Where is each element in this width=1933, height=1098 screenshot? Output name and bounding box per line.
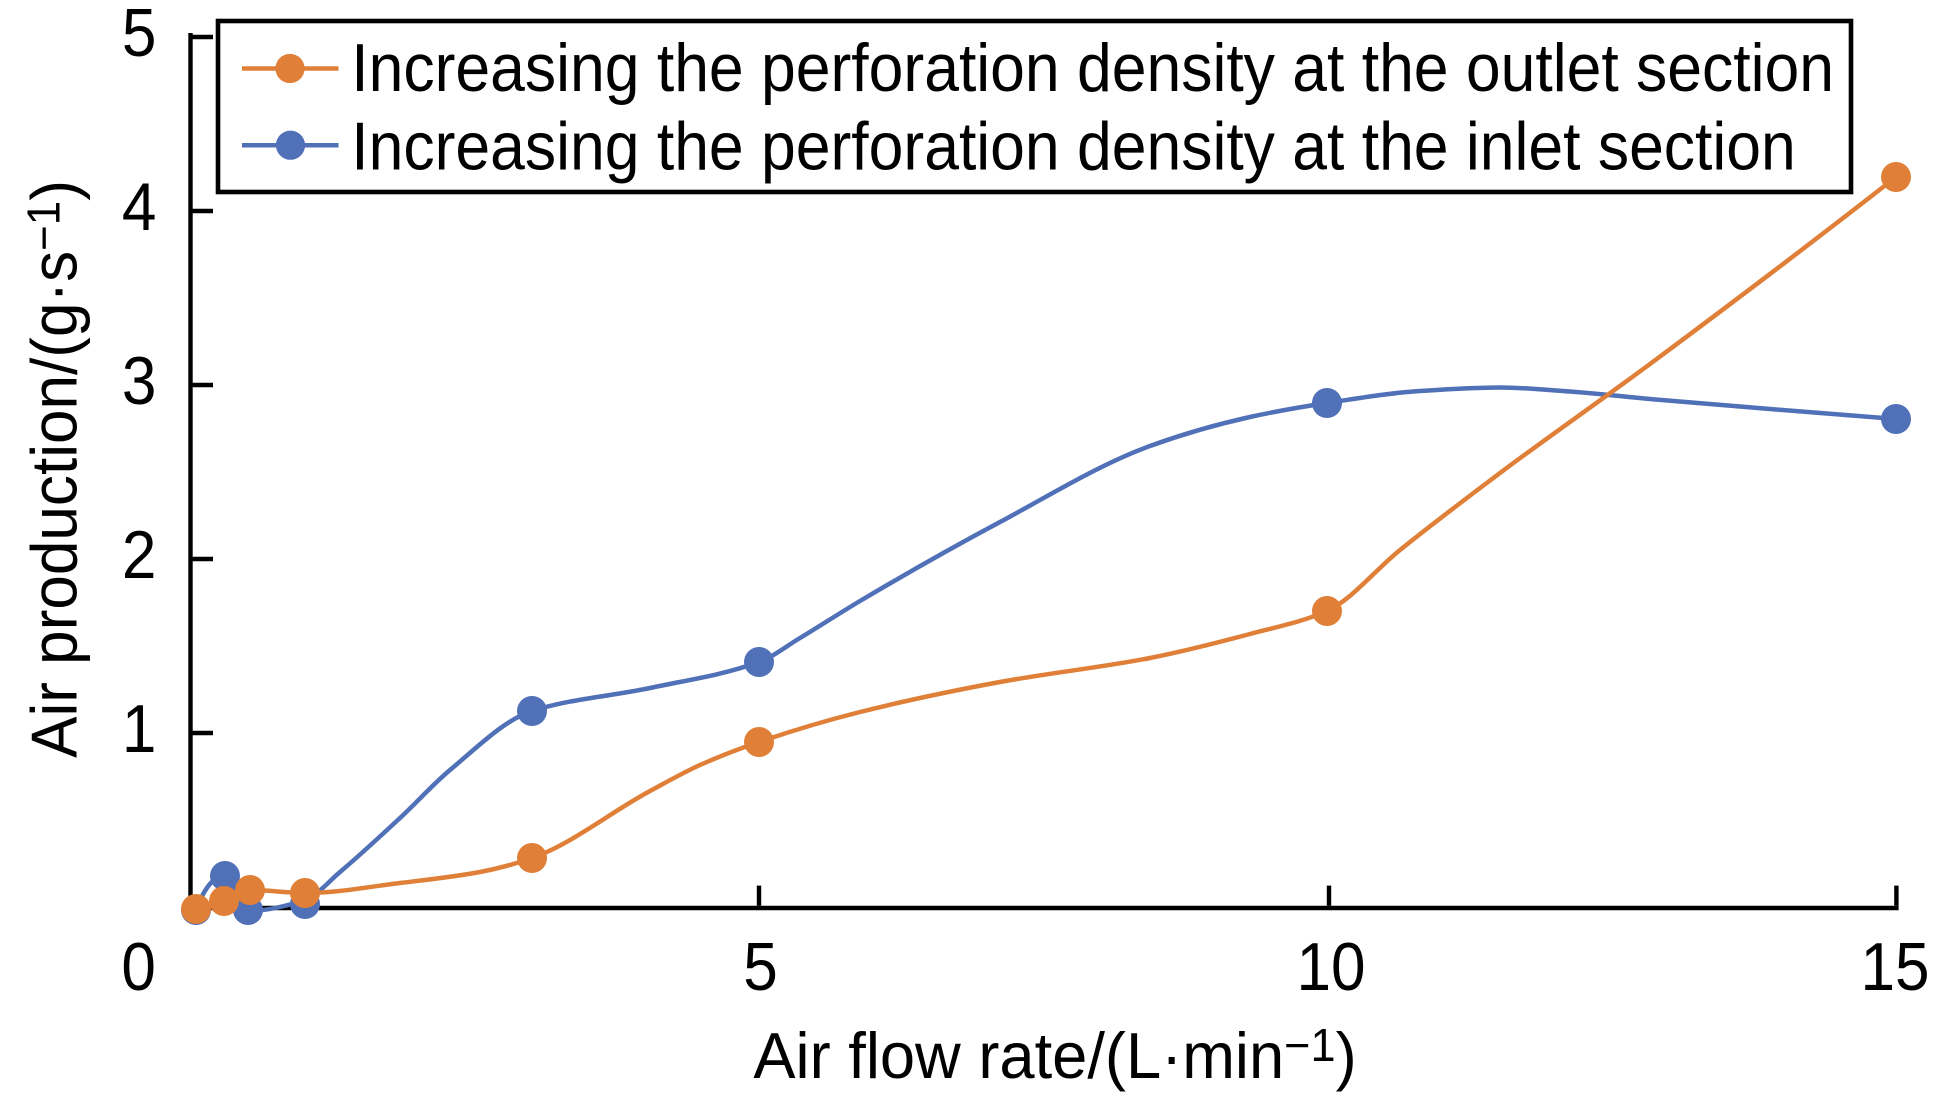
svg-text:0: 0 <box>121 929 156 1005</box>
svg-text:5: 5 <box>743 929 778 1005</box>
svg-text:5: 5 <box>122 0 157 71</box>
svg-text:Air flow rate/(L·min−1): Air flow rate/(L·min−1) <box>753 1019 1356 1092</box>
svg-text:15: 15 <box>1860 929 1929 1005</box>
svg-text:10: 10 <box>1296 929 1365 1005</box>
svg-text:4: 4 <box>122 169 157 245</box>
svg-text:2: 2 <box>122 517 157 593</box>
svg-text:Air production/(g·s−1): Air production/(g·s−1) <box>18 180 91 758</box>
svg-text:3: 3 <box>122 343 157 419</box>
svg-text:Increasing the perforation den: Increasing the perforation density at th… <box>351 30 1834 106</box>
svg-text:1: 1 <box>122 691 157 767</box>
svg-text:Increasing the perforation den: Increasing the perforation density at th… <box>351 108 1795 184</box>
